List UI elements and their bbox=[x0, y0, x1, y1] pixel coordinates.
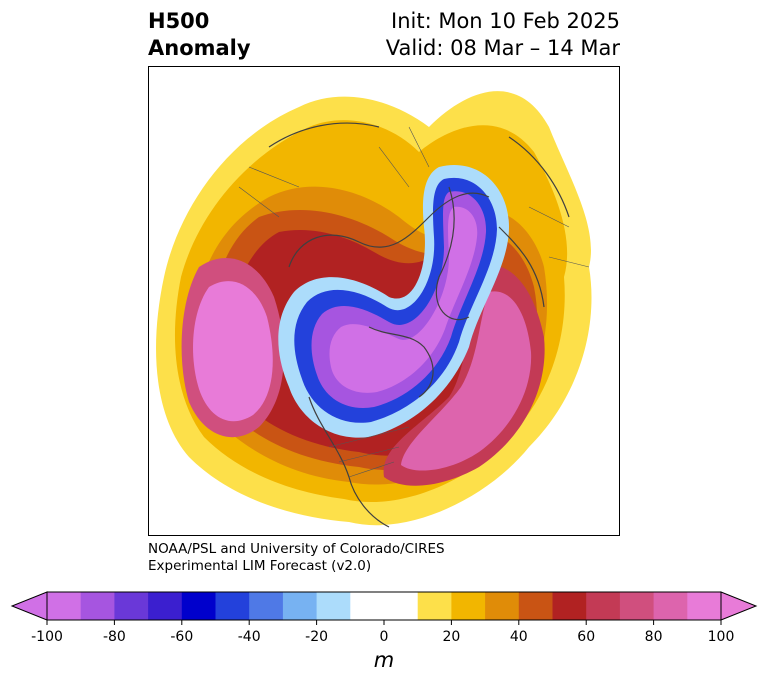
colorbar-swatch bbox=[350, 592, 385, 620]
colorbar-swatch bbox=[282, 592, 318, 620]
colorbar-swatch bbox=[148, 592, 183, 620]
colorbar-swatch bbox=[451, 592, 486, 620]
colorbar-tick-label: 80 bbox=[645, 629, 663, 645]
colorbar-swatch bbox=[687, 592, 722, 620]
colorbar-tick-label: 0 bbox=[380, 629, 389, 645]
colorbar-swatch bbox=[316, 592, 351, 620]
colorbar-swatch bbox=[114, 592, 149, 620]
colorbar-swatch bbox=[586, 592, 621, 620]
colorbar-swatch bbox=[552, 592, 587, 620]
colorbar-swatch bbox=[653, 592, 688, 620]
colorbar-tick-label: -40 bbox=[238, 629, 261, 645]
colorbar-tick-label: 20 bbox=[442, 629, 460, 645]
colorbar-swatch bbox=[485, 592, 520, 620]
credit-line-1: NOAA/PSL and University of Colorado/CIRE… bbox=[148, 541, 445, 557]
coastlines bbox=[268, 122, 570, 528]
credit-line-2: Experimental LIM Forecast (v2.0) bbox=[148, 558, 372, 574]
colorbar-swatch bbox=[249, 592, 284, 620]
map-title: H500 Anomaly bbox=[148, 8, 251, 62]
forecast-dates: Init: Mon 10 Feb 2025 Valid: 08 Mar – 14… bbox=[386, 8, 620, 62]
colorbar-unit-label: m bbox=[373, 648, 395, 672]
colorbar-swatch bbox=[215, 592, 250, 620]
colorbar-swatch bbox=[619, 592, 655, 620]
colorbar-swatches bbox=[10, 591, 758, 621]
valid-dates: Valid: 08 Mar – 14 Mar bbox=[385, 36, 620, 60]
colorbar-tick-label: -100 bbox=[31, 629, 63, 645]
colorbar-extend-high bbox=[720, 591, 758, 621]
colorbar-extend-low bbox=[10, 591, 48, 621]
colorbar-swatch bbox=[417, 592, 452, 620]
colorbar-tick-label: -80 bbox=[103, 629, 126, 645]
anomaly-contour-pink-west bbox=[193, 281, 273, 422]
init-date: Init: Mon 10 Feb 2025 bbox=[391, 9, 620, 33]
anomaly-contour-pink-east bbox=[401, 291, 532, 471]
colorbar-tick-label: 40 bbox=[510, 629, 528, 645]
colorbar: -100 -80 -60 -40 -20 0 20 40 60 80 100 bbox=[10, 591, 758, 645]
country-borders bbox=[238, 126, 590, 478]
colorbar-ticks: -100 -80 -60 -40 -20 0 20 40 60 80 100 bbox=[31, 620, 734, 645]
colorbar-tick-label: 60 bbox=[577, 629, 595, 645]
colorbar-swatch bbox=[181, 592, 216, 620]
colorbar-tick-label: -60 bbox=[170, 629, 193, 645]
colorbar-swatch bbox=[47, 592, 82, 620]
title-line-1: H500 bbox=[148, 9, 210, 33]
colorbar-tick-label: -20 bbox=[305, 629, 328, 645]
map-panel bbox=[148, 66, 620, 536]
anomaly-contour-violet bbox=[329, 206, 478, 393]
colorbar-swatch bbox=[384, 592, 419, 620]
colorbar-swatch bbox=[80, 592, 115, 620]
colorbar-tick-label: 100 bbox=[708, 629, 735, 645]
credit-text: NOAA/PSL and University of Colorado/CIRE… bbox=[148, 541, 445, 575]
title-line-2: Anomaly bbox=[148, 36, 251, 60]
colorbar-swatch bbox=[518, 592, 553, 620]
